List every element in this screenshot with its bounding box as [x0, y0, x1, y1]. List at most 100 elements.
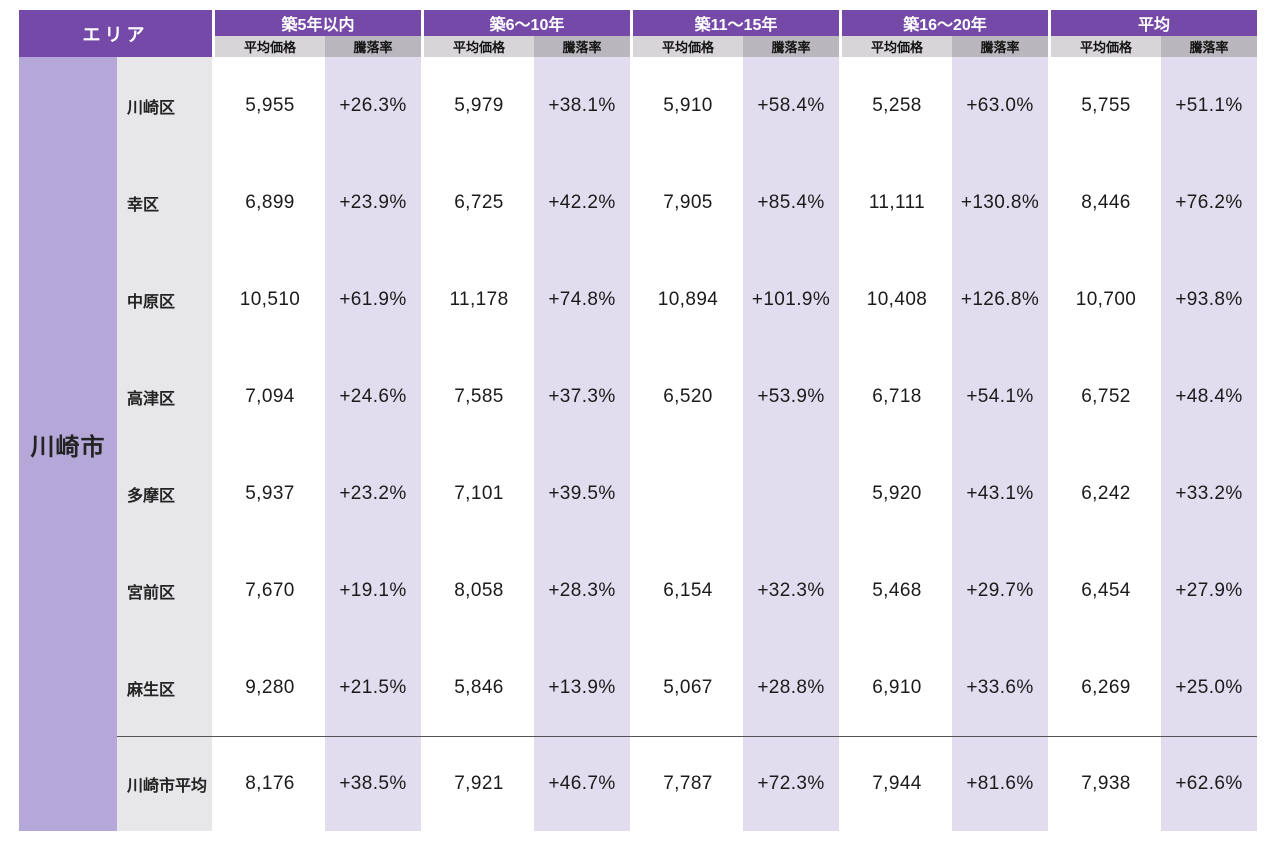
price-value: 7,101	[424, 445, 534, 542]
price-table-grid: エリア 川崎市 築5年以内 平均価格 騰落率 築6〜10年 平均価格 騰落率 築11〜15年…	[19, 10, 1257, 831]
change-value: +32.3%	[743, 542, 839, 639]
price-value: 7,944	[842, 736, 952, 831]
price-value: 7,938	[1051, 736, 1161, 831]
price-value	[633, 445, 743, 542]
change-value: +48.4%	[1161, 348, 1257, 445]
age-group-header: 築5年以内	[215, 10, 421, 36]
change-value: +46.7%	[534, 736, 630, 831]
change-value: +62.6%	[1161, 736, 1257, 831]
change-value: +76.2%	[1161, 154, 1257, 251]
ward-label: 高津区	[117, 348, 212, 445]
change-value: +81.6%	[952, 736, 1048, 831]
price-value: 6,154	[633, 542, 743, 639]
change-value: +37.3%	[534, 348, 630, 445]
change-value: +72.3%	[743, 736, 839, 831]
change-value: +53.9%	[743, 348, 839, 445]
change-value: +24.6%	[325, 348, 421, 445]
change-value: +33.2%	[1161, 445, 1257, 542]
price-value: 7,921	[424, 736, 534, 831]
change-value: +27.9%	[1161, 542, 1257, 639]
age-group-header: 築11〜15年	[633, 10, 839, 36]
price-value: 6,242	[1051, 445, 1161, 542]
price-value: 6,910	[842, 639, 952, 736]
price-value: 7,670	[215, 542, 325, 639]
change-value: +21.5%	[325, 639, 421, 736]
change-value: +26.3%	[325, 57, 421, 154]
price-value: 5,955	[215, 57, 325, 154]
price-value: 5,937	[215, 445, 325, 542]
change-value: +42.2%	[534, 154, 630, 251]
change-subheader: 騰落率	[952, 36, 1048, 57]
price-value: 6,899	[215, 154, 325, 251]
change-value: +93.8%	[1161, 251, 1257, 348]
price-subheader: 平均価格	[842, 36, 952, 57]
price-value: 10,408	[842, 251, 952, 348]
price-subheader: 平均価格	[424, 36, 534, 57]
price-value: 6,269	[1051, 639, 1161, 736]
change-value: +74.8%	[534, 251, 630, 348]
ward-label: 川崎区	[117, 57, 212, 154]
change-value: +28.8%	[743, 639, 839, 736]
price-value: 5,920	[842, 445, 952, 542]
change-subheader: 騰落率	[1161, 36, 1257, 57]
city-group-label: 川崎市	[19, 57, 117, 831]
price-value: 6,454	[1051, 542, 1161, 639]
age-group-header: 築6〜10年	[424, 10, 630, 36]
price-value: 8,446	[1051, 154, 1161, 251]
ward-label: 宮前区	[117, 542, 212, 639]
price-value: 5,755	[1051, 57, 1161, 154]
change-value: +13.9%	[534, 639, 630, 736]
change-value: +85.4%	[743, 154, 839, 251]
change-value: +39.5%	[534, 445, 630, 542]
change-value: +58.4%	[743, 57, 839, 154]
price-value: 6,718	[842, 348, 952, 445]
average-row-divider	[117, 736, 1257, 737]
price-subheader: 平均価格	[1051, 36, 1161, 57]
price-value: 6,725	[424, 154, 534, 251]
price-value: 9,280	[215, 639, 325, 736]
change-subheader: 騰落率	[534, 36, 630, 57]
change-subheader: 騰落率	[743, 36, 839, 57]
price-value: 7,585	[424, 348, 534, 445]
price-value: 8,058	[424, 542, 534, 639]
price-table: エリア 川崎市 築5年以内 平均価格 騰落率 築6〜10年 平均価格 騰落率 築11〜15年…	[19, 10, 1257, 831]
change-subheader: 騰落率	[325, 36, 421, 57]
ward-label: 多摩区	[117, 445, 212, 542]
change-value: +61.9%	[325, 251, 421, 348]
change-value: +38.1%	[534, 57, 630, 154]
price-value: 7,905	[633, 154, 743, 251]
price-value: 11,111	[842, 154, 952, 251]
ward-label: 幸区	[117, 154, 212, 251]
change-value: +101.9%	[743, 251, 839, 348]
change-value: +28.3%	[534, 542, 630, 639]
change-value	[743, 445, 839, 542]
price-value: 5,258	[842, 57, 952, 154]
price-value: 5,067	[633, 639, 743, 736]
price-value: 5,846	[424, 639, 534, 736]
change-value: +43.1%	[952, 445, 1048, 542]
price-value: 10,510	[215, 251, 325, 348]
price-value: 10,700	[1051, 251, 1161, 348]
change-value: +23.2%	[325, 445, 421, 542]
price-subheader: 平均価格	[633, 36, 743, 57]
ward-label: 川崎市平均	[117, 736, 212, 831]
price-value: 11,178	[424, 251, 534, 348]
price-value: 5,979	[424, 57, 534, 154]
area-column-header: エリア	[19, 10, 212, 57]
price-value: 7,787	[633, 736, 743, 831]
age-group-header: 築16〜20年	[842, 10, 1048, 36]
price-subheader: 平均価格	[215, 36, 325, 57]
ward-label: 中原区	[117, 251, 212, 348]
change-value: +54.1%	[952, 348, 1048, 445]
change-value: +33.6%	[952, 639, 1048, 736]
price-value: 6,752	[1051, 348, 1161, 445]
change-value: +23.9%	[325, 154, 421, 251]
change-value: +25.0%	[1161, 639, 1257, 736]
ward-label: 麻生区	[117, 639, 212, 736]
change-value: +126.8%	[952, 251, 1048, 348]
change-value: +19.1%	[325, 542, 421, 639]
price-value: 6,520	[633, 348, 743, 445]
price-value: 5,468	[842, 542, 952, 639]
change-value: +63.0%	[952, 57, 1048, 154]
